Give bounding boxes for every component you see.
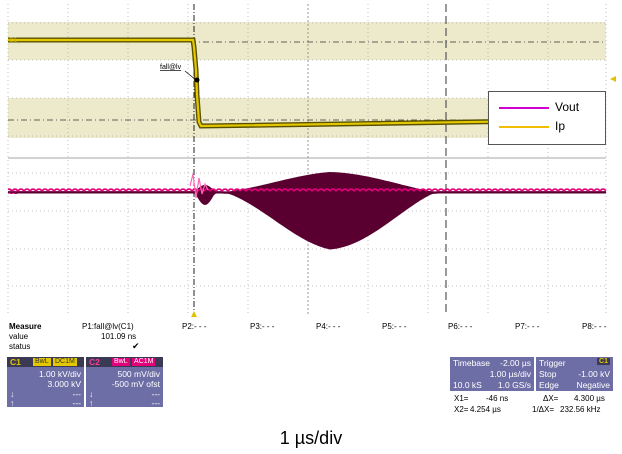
measure-row-value-label: value: [9, 332, 29, 341]
trigger-level-arrow: [610, 76, 616, 82]
measure-p1-name[interactable]: P1:fall@lv(C1): [82, 322, 134, 331]
measure-p2[interactable]: P2:- - -: [182, 322, 207, 331]
measure-p7[interactable]: P7:- - -: [515, 322, 540, 331]
c1-scale: 1.00 kV/div: [38, 369, 81, 379]
trigger-title: Trigger: [539, 358, 566, 368]
cursor-inv-value: 232.56 kHz: [560, 405, 601, 414]
c1-readout-1: ---: [72, 389, 82, 399]
c2-coupling-badge: AC1M: [132, 358, 156, 366]
timebase-caption: 1 µs/div: [279, 428, 343, 448]
c1-label: C1: [10, 357, 21, 367]
timebase-samples: 10.0 kS: [453, 380, 482, 390]
measure-row-status-label: status: [9, 342, 31, 351]
measure-p5[interactable]: P5:- - -: [382, 322, 407, 331]
c1-readout-2: ---: [72, 398, 82, 408]
cursor-x1-value: -46 ns: [486, 394, 509, 403]
ch2-trace: [8, 172, 607, 250]
cursor-readout: X1= -46 ns ΔX= 4.300 µs X2= 4.254 µs 1/Δ…: [450, 393, 615, 417]
measure-marker: [194, 77, 200, 83]
cursor-dx-value: 4.300 µs: [574, 394, 605, 403]
c1-offset: 3.000 kV: [47, 379, 81, 389]
c1-bandwidth-badge: BwL: [33, 358, 51, 366]
legend-swatch-vout: [499, 107, 549, 109]
legend-label-ip: Ip: [555, 119, 566, 133]
timebase-title: Timebase: [453, 358, 491, 368]
timebase-descriptor[interactable]: Timebase -2.00 µs 1.00 µs/div 10.0 kS 1.…: [450, 357, 534, 391]
trigger-label: fall@lv: [160, 64, 182, 71]
trigger-descriptor[interactable]: Trigger C1 Stop -1.00 kV Edge Negative: [536, 357, 613, 391]
measure-p1-value: 101.09 ns: [101, 332, 137, 341]
timebase-rate: 1.0 GS/s: [497, 380, 531, 390]
cursor-x2-value: 4.254 µs: [470, 405, 501, 414]
legend-swatch-ip: [499, 126, 549, 128]
measure-p3[interactable]: P3:- - -: [250, 322, 275, 331]
trigger-channel-badge: C1: [597, 358, 610, 365]
cursor-inv-label: 1/ΔX=: [532, 405, 555, 414]
legend-label-vout: Vout: [555, 100, 580, 114]
c2-up-arrow-icon: ↑: [89, 398, 94, 408]
cursor-x2-label: X2=: [454, 405, 469, 414]
measure-p4[interactable]: P4:- - -: [316, 322, 341, 331]
c1-up-arrow-icon: ↑: [10, 398, 15, 408]
cursor-x1-label: X1=: [454, 394, 469, 403]
channel-c1-descriptor[interactable]: C1 BwL DC1M 1.00 kV/div 3.000 kV ↓ ↑ ---…: [7, 357, 84, 408]
legend: Vout Ip: [488, 91, 606, 145]
c1-coupling-badge: DC1M: [53, 358, 77, 366]
c2-readout-2: ---: [151, 398, 161, 408]
timebase-delay: -2.00 µs: [500, 358, 531, 368]
c2-readout-1: ---: [151, 389, 161, 399]
ch1-trace: [8, 37, 607, 129]
waveform-display: C1 C2 fall@lv: [7, 4, 616, 317]
trigger-position-arrow: [191, 311, 197, 317]
c2-label: C2: [89, 357, 100, 367]
c1-down-arrow-icon: ↓: [10, 389, 15, 399]
measure-table[interactable]: Measure value status P1:fall@lv(C1) 101.…: [0, 320, 622, 356]
trigger-type: Edge: [539, 380, 559, 390]
trigger-slope: Negative: [576, 380, 610, 390]
timebase-per-div: 1.00 µs/div: [489, 369, 531, 379]
channel-c2-descriptor[interactable]: C2 BwL AC1M 500 mV/div -500 mV ofst ↓ ↑ …: [86, 357, 163, 408]
measure-p6[interactable]: P6:- - -: [448, 322, 473, 331]
measure-p1-status: ✔: [132, 341, 140, 351]
measure-title: Measure: [9, 322, 42, 331]
trigger-level: -1.00 kV: [578, 369, 610, 379]
trigger-mode: Stop: [539, 369, 557, 379]
ch2-level-marker: C2: [9, 189, 18, 196]
cursor-dx-label: ΔX=: [543, 394, 559, 403]
legend-item-ip: Ip: [499, 119, 603, 133]
measure-p8[interactable]: P8:- - -: [582, 322, 607, 331]
c2-bandwidth-badge: BwL: [112, 358, 130, 366]
legend-item-vout: Vout: [499, 100, 603, 114]
c2-scale: 500 mV/div: [117, 369, 160, 379]
ch1-level-marker: C1: [9, 37, 18, 44]
c2-offset: -500 mV ofst: [111, 379, 160, 389]
c2-down-arrow-icon: ↓: [89, 389, 94, 399]
